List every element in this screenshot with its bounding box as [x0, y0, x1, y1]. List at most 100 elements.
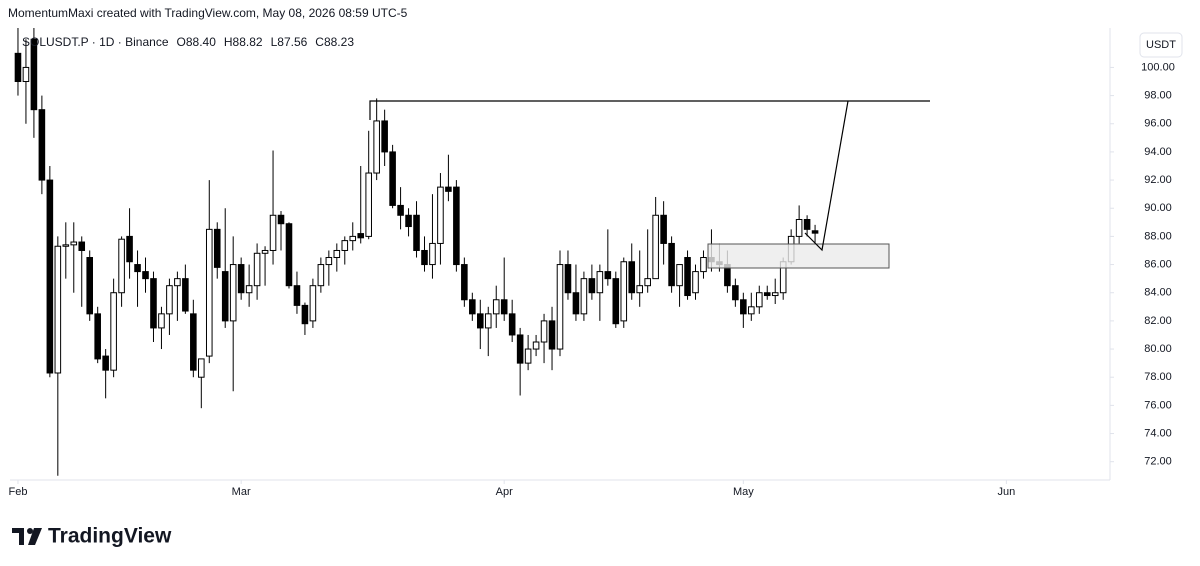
candle-body [492, 299, 500, 315]
candle-body [795, 219, 803, 237]
candle-body [668, 242, 675, 287]
candle-body [357, 233, 365, 239]
candle-body [532, 341, 540, 350]
x-tick-label: Apr [496, 486, 513, 498]
y-tick-label: 86.00 [1144, 258, 1172, 270]
candle-body [429, 242, 436, 266]
candle-body [245, 285, 253, 294]
candle-body [86, 257, 93, 315]
candle-body [437, 186, 444, 244]
candle-body [421, 249, 428, 266]
candle-body [94, 313, 101, 360]
ohlc-label: C88.23 [315, 35, 354, 49]
x-tick-label: Mar [232, 486, 251, 498]
candle-body [333, 249, 341, 259]
candle-body [556, 264, 564, 350]
candle-body [301, 304, 309, 325]
candle-body [277, 214, 285, 225]
y-tick-label: 82.00 [1144, 315, 1172, 327]
candle-body [102, 355, 109, 371]
candle-body [62, 244, 70, 247]
currency[interactable]: USDT [1146, 39, 1176, 51]
x-tick-label: May [733, 486, 754, 498]
candle-body [580, 278, 588, 315]
logo-part [28, 528, 42, 545]
candle-body [620, 261, 628, 322]
y-tick-label: 90.00 [1144, 202, 1172, 214]
candle-body [46, 179, 54, 374]
candle-body [612, 278, 620, 325]
candle-body [588, 278, 596, 294]
candle-body [771, 292, 779, 297]
candle-body [548, 320, 556, 350]
candle-body [453, 186, 460, 266]
candle-body [381, 120, 388, 153]
candle-body [190, 313, 197, 371]
candle-body [365, 172, 372, 237]
projection-path [804, 100, 849, 252]
candle-body [516, 334, 524, 364]
candle-body [253, 252, 261, 287]
candle-body [261, 249, 269, 254]
candle-body [237, 264, 245, 294]
candle-body [405, 214, 412, 228]
candle-body [596, 271, 604, 294]
x-tick-label: Jun [998, 486, 1016, 498]
candle-body [540, 320, 548, 343]
candle-body [14, 52, 22, 83]
candle-body [213, 228, 221, 268]
candle-body [341, 240, 349, 251]
credit: MomentumMaxi created with TradingView.co… [8, 6, 408, 20]
ohlc-legend: O88.40 H88.82 L87.56 C88.23 [177, 35, 355, 49]
candle-body [564, 264, 572, 294]
candle-body [22, 66, 30, 83]
candle-body [325, 257, 333, 266]
candle-body [572, 292, 580, 315]
candle-body [221, 271, 229, 322]
candle-body [748, 306, 755, 315]
brand-logo [12, 528, 42, 545]
candle-body [285, 223, 293, 287]
candle-body [174, 278, 181, 287]
candle-body [684, 257, 691, 297]
demand-zone [707, 243, 890, 269]
ohlc-label: L87.56 [271, 35, 308, 49]
plot-area [14, 28, 819, 476]
candle-body [78, 241, 86, 251]
y-tick-label: 84.00 [1144, 287, 1172, 299]
candle-body [652, 214, 659, 280]
x-tick-label: Feb [8, 486, 27, 498]
candle-body [700, 257, 707, 273]
candle-body [134, 264, 141, 273]
candle-body [477, 313, 484, 329]
candle-body [740, 299, 747, 315]
candle-body [803, 219, 811, 230]
candle-body [508, 313, 516, 336]
candle-body [397, 204, 404, 216]
candle-body [126, 235, 133, 263]
currency-button[interactable] [1139, 32, 1183, 58]
y-tick-label: 80.00 [1144, 343, 1172, 355]
candle-body [110, 292, 117, 371]
candle-body [763, 292, 771, 297]
candle-body [692, 271, 699, 294]
candle-body [54, 245, 62, 374]
candle-body [755, 292, 763, 308]
candle-body [636, 285, 643, 294]
candle-body [158, 313, 165, 329]
candle-body [30, 38, 38, 111]
candle-body [524, 348, 532, 364]
candle-body [469, 299, 476, 315]
candle-body [500, 299, 508, 315]
candle-body [811, 230, 819, 234]
candle-body [660, 214, 667, 244]
candle-body [604, 271, 612, 280]
candle-body [198, 358, 205, 378]
logo-part [27, 528, 33, 534]
candle-body [118, 238, 125, 294]
candle-body [229, 264, 237, 322]
brand: TradingView [48, 525, 172, 548]
symbol: SOLUSDT.P · 1D · Binance [22, 35, 169, 49]
candle-body [182, 278, 189, 312]
